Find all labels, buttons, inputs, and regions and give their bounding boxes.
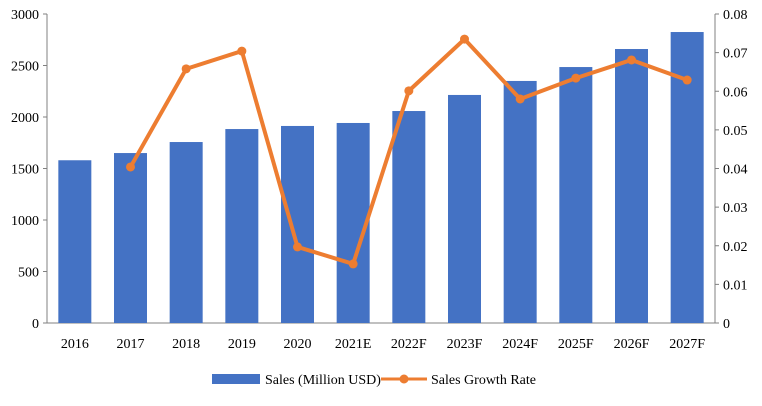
growth-point-2017 xyxy=(126,162,135,172)
growth-point-2021E xyxy=(348,259,358,269)
growth-point-2027F xyxy=(682,75,692,85)
growth-point-2020 xyxy=(293,242,302,252)
growth-point-2026F xyxy=(627,55,636,65)
bar-2016 xyxy=(58,160,92,323)
left-tick-label: 2500 xyxy=(11,60,39,75)
right-tick-label: 0.03 xyxy=(723,201,748,216)
right-tick-label: 0.02 xyxy=(723,240,748,255)
x-tick-label: 2027F xyxy=(669,337,705,352)
growth-point-2018 xyxy=(181,64,191,74)
left-tick-label: 0 xyxy=(32,317,39,332)
bar-2020 xyxy=(281,125,314,323)
right-tick-label: 0.08 xyxy=(723,8,748,23)
x-tick-label: 2025F xyxy=(558,337,594,352)
growth-point-2025F xyxy=(571,73,581,83)
left-tick-label: 3000 xyxy=(11,8,39,23)
x-tick-label: 2026F xyxy=(614,337,650,352)
right-tick-label: 0 xyxy=(723,317,730,332)
right-tick-label: 0.05 xyxy=(723,124,748,139)
bar-2018 xyxy=(169,142,203,323)
right-tick-label: 0.06 xyxy=(723,85,748,100)
x-tick-label: 2018 xyxy=(172,337,200,352)
x-tick-label: 2019 xyxy=(228,337,256,352)
growth-point-2019 xyxy=(237,46,247,56)
right-tick-label: 0.07 xyxy=(723,47,748,62)
legend-label-growth: Sales Growth Rate xyxy=(431,373,536,388)
bar-2026F xyxy=(615,49,648,324)
bar-2023F xyxy=(448,94,481,323)
x-tick-label: 2022F xyxy=(391,337,427,352)
bar-2024F xyxy=(503,80,537,323)
x-tick-label: 2020 xyxy=(284,337,312,352)
legend-swatch-sales xyxy=(212,374,260,384)
bar-2022F xyxy=(392,111,426,323)
growth-point-2023F xyxy=(460,34,469,44)
growth-point-2022F xyxy=(404,86,414,96)
bar-2025F xyxy=(559,67,593,323)
legend-swatch-growth-marker xyxy=(399,374,409,384)
left-tick-label: 2000 xyxy=(11,111,39,126)
bar-2019 xyxy=(225,129,259,323)
x-tick-label: 2017 xyxy=(117,337,145,352)
x-tick-label: 2021E xyxy=(335,337,372,352)
x-tick-label: 2024F xyxy=(502,337,538,352)
right-tick-label: 0.04 xyxy=(723,163,748,178)
left-tick-label: 500 xyxy=(18,266,39,281)
left-tick-label: 1000 xyxy=(11,214,39,229)
right-tick-label: 0.01 xyxy=(723,278,748,293)
legend-label-sales: Sales (Million USD) xyxy=(265,373,381,388)
left-tick-label: 1500 xyxy=(11,163,39,178)
x-tick-label: 2016 xyxy=(61,337,89,352)
bar-2017 xyxy=(114,153,147,323)
bar-2021E xyxy=(336,122,370,323)
growth-point-2024F xyxy=(515,94,525,104)
x-tick-label: 2023F xyxy=(447,337,483,352)
